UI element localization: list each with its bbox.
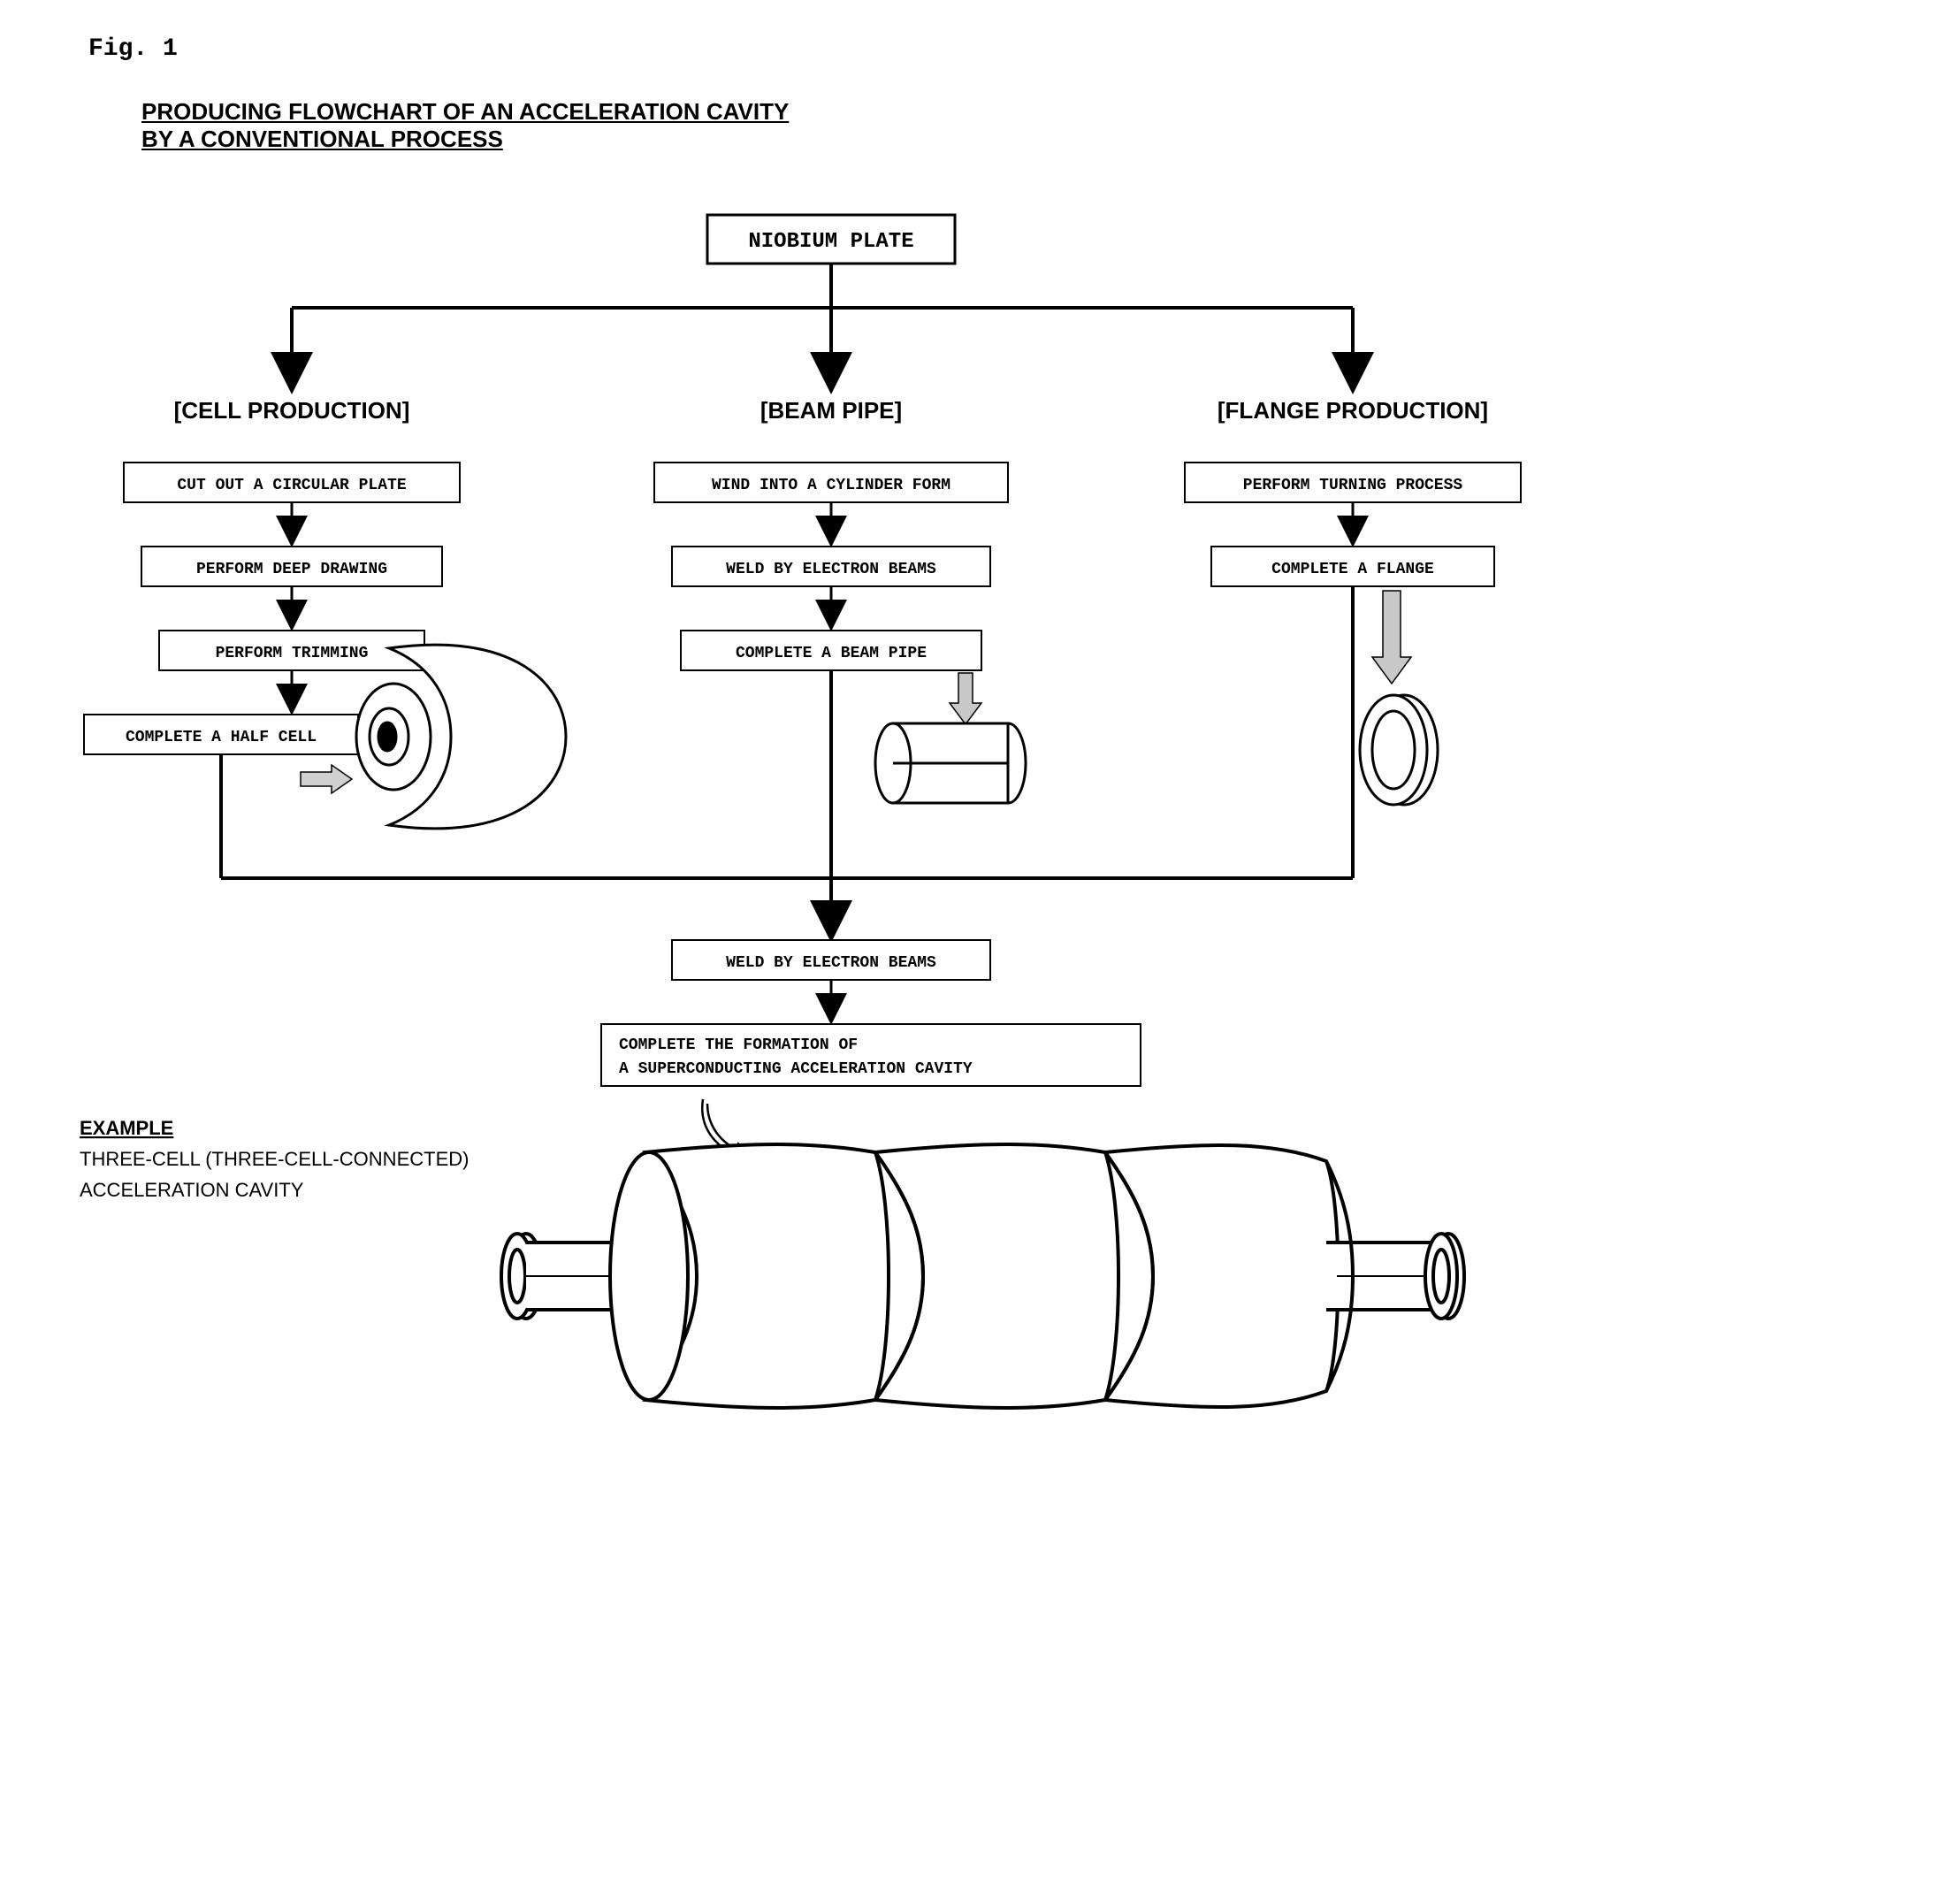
half-cell-arrow-icon (301, 765, 352, 793)
node-merge2-label-l1: COMPLETE THE FORMATION OF (619, 1036, 858, 1054)
node-a2-label: PERFORM DEEP DRAWING (196, 561, 387, 578)
node-b1-label: WIND INTO A CYLINDER FORM (712, 477, 950, 494)
three-cell-cavity-icon (501, 1144, 1464, 1408)
flowchart-svg: NIOBIUM PLATE [CELL PRODUCTION] [BEAM PI… (35, 188, 1627, 1515)
figure-label: Fig. 1 (88, 35, 1904, 63)
node-c1-label: PERFORM TURNING PROCESS (1243, 477, 1463, 494)
node-c2-label: COMPLETE A FLANGE (1271, 561, 1434, 578)
node-root: NIOBIUM PLATE (707, 215, 955, 264)
node-a1: CUT OUT A CIRCULAR PLATE (124, 463, 460, 502)
node-c1: PERFORM TURNING PROCESS (1185, 463, 1521, 502)
node-c2: COMPLETE A FLANGE (1211, 547, 1494, 586)
title-line-2: BY A CONVENTIONAL PROCESS (141, 126, 1904, 153)
beampipe-down-arrow-icon (950, 673, 981, 724)
section-header-beampipe: [BEAM PIPE] (760, 397, 902, 424)
title-line-1: PRODUCING FLOWCHART OF AN ACCELERATION C… (141, 98, 1904, 126)
node-b2-label: WELD BY ELECTRON BEAMS (726, 561, 936, 578)
node-b3: COMPLETE A BEAM PIPE (681, 631, 981, 670)
half-cell-shape-icon (356, 645, 566, 829)
beampipe-shape-icon (875, 723, 1026, 803)
node-a3: PERFORM TRIMMING (159, 631, 424, 670)
section-header-cell: [CELL PRODUCTION] (174, 397, 410, 424)
example-line-2: ACCELERATION CAVITY (80, 1179, 304, 1201)
node-root-label: NIOBIUM PLATE (748, 230, 913, 254)
node-b2: WELD BY ELECTRON BEAMS (672, 547, 990, 586)
node-a1-label: CUT OUT A CIRCULAR PLATE (177, 477, 406, 494)
node-merge2: COMPLETE THE FORMATION OF A SUPERCONDUCT… (601, 1024, 1141, 1086)
node-b3-label: COMPLETE A BEAM PIPE (736, 645, 927, 662)
branch-connector (292, 264, 1353, 387)
node-a4: COMPLETE A HALF CELL (84, 715, 358, 754)
section-header-flange: [FLANGE PRODUCTION] (1218, 397, 1488, 424)
node-a3-label: PERFORM TRIMMING (216, 645, 369, 662)
node-a2: PERFORM DEEP DRAWING (141, 547, 442, 586)
example-line-1: THREE-CELL (THREE-CELL-CONNECTED) (80, 1148, 469, 1170)
title-block: PRODUCING FLOWCHART OF AN ACCELERATION C… (141, 98, 1904, 153)
node-merge1-label: WELD BY ELECTRON BEAMS (726, 954, 936, 972)
example-heading: EXAMPLE (80, 1117, 173, 1139)
node-b1: WIND INTO A CYLINDER FORM (654, 463, 1008, 502)
flange-down-arrow-icon (1372, 591, 1411, 684)
node-merge1: WELD BY ELECTRON BEAMS (672, 940, 990, 980)
node-merge2-label-l2: A SUPERCONDUCTING ACCELERATION CAVITY (619, 1060, 973, 1078)
node-a4-label: COMPLETE A HALF CELL (126, 729, 317, 746)
flange-shape-icon (1360, 695, 1438, 805)
